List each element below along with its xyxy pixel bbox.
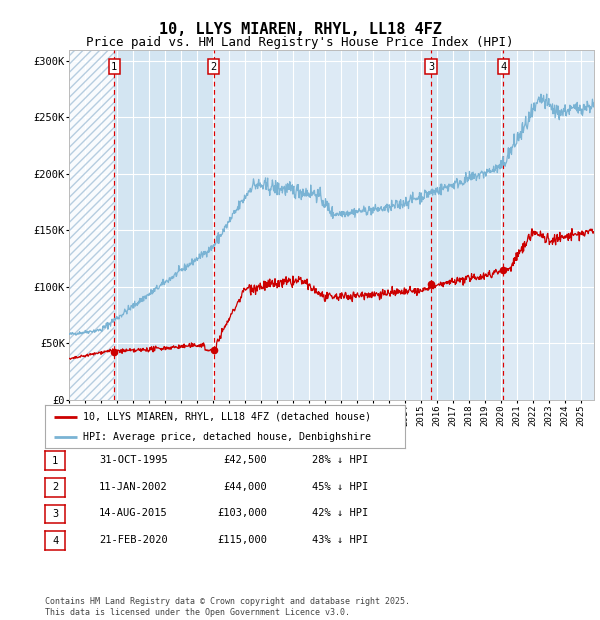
Text: HPI: Average price, detached house, Denbighshire: HPI: Average price, detached house, Denb… xyxy=(83,432,371,442)
Text: 4: 4 xyxy=(500,62,506,72)
Text: 3: 3 xyxy=(52,509,58,519)
Text: Contains HM Land Registry data © Crown copyright and database right 2025.
This d: Contains HM Land Registry data © Crown c… xyxy=(45,598,410,617)
Text: 21-FEB-2020: 21-FEB-2020 xyxy=(99,535,168,545)
Text: £103,000: £103,000 xyxy=(217,508,267,518)
Text: 28% ↓ HPI: 28% ↓ HPI xyxy=(312,455,368,465)
Text: 31-OCT-1995: 31-OCT-1995 xyxy=(99,455,168,465)
Bar xyxy=(114,50,214,400)
Text: 10, LLYS MIAREN, RHYL, LL18 4FZ: 10, LLYS MIAREN, RHYL, LL18 4FZ xyxy=(158,22,442,37)
Text: 4: 4 xyxy=(52,536,58,546)
Text: £42,500: £42,500 xyxy=(223,455,267,465)
Text: 45% ↓ HPI: 45% ↓ HPI xyxy=(312,482,368,492)
Text: 11-JAN-2002: 11-JAN-2002 xyxy=(99,482,168,492)
Text: 14-AUG-2015: 14-AUG-2015 xyxy=(99,508,168,518)
Text: £115,000: £115,000 xyxy=(217,535,267,545)
Text: 1: 1 xyxy=(111,62,118,72)
Text: £44,000: £44,000 xyxy=(223,482,267,492)
Text: 10, LLYS MIAREN, RHYL, LL18 4FZ (detached house): 10, LLYS MIAREN, RHYL, LL18 4FZ (detache… xyxy=(83,412,371,422)
Text: 2: 2 xyxy=(211,62,217,72)
Bar xyxy=(431,50,503,400)
Bar xyxy=(69,50,114,400)
Text: 3: 3 xyxy=(428,62,434,72)
Text: 42% ↓ HPI: 42% ↓ HPI xyxy=(312,508,368,518)
Text: 1: 1 xyxy=(52,456,58,466)
Text: 2: 2 xyxy=(52,482,58,492)
Text: Price paid vs. HM Land Registry's House Price Index (HPI): Price paid vs. HM Land Registry's House … xyxy=(86,36,514,49)
Text: 43% ↓ HPI: 43% ↓ HPI xyxy=(312,535,368,545)
